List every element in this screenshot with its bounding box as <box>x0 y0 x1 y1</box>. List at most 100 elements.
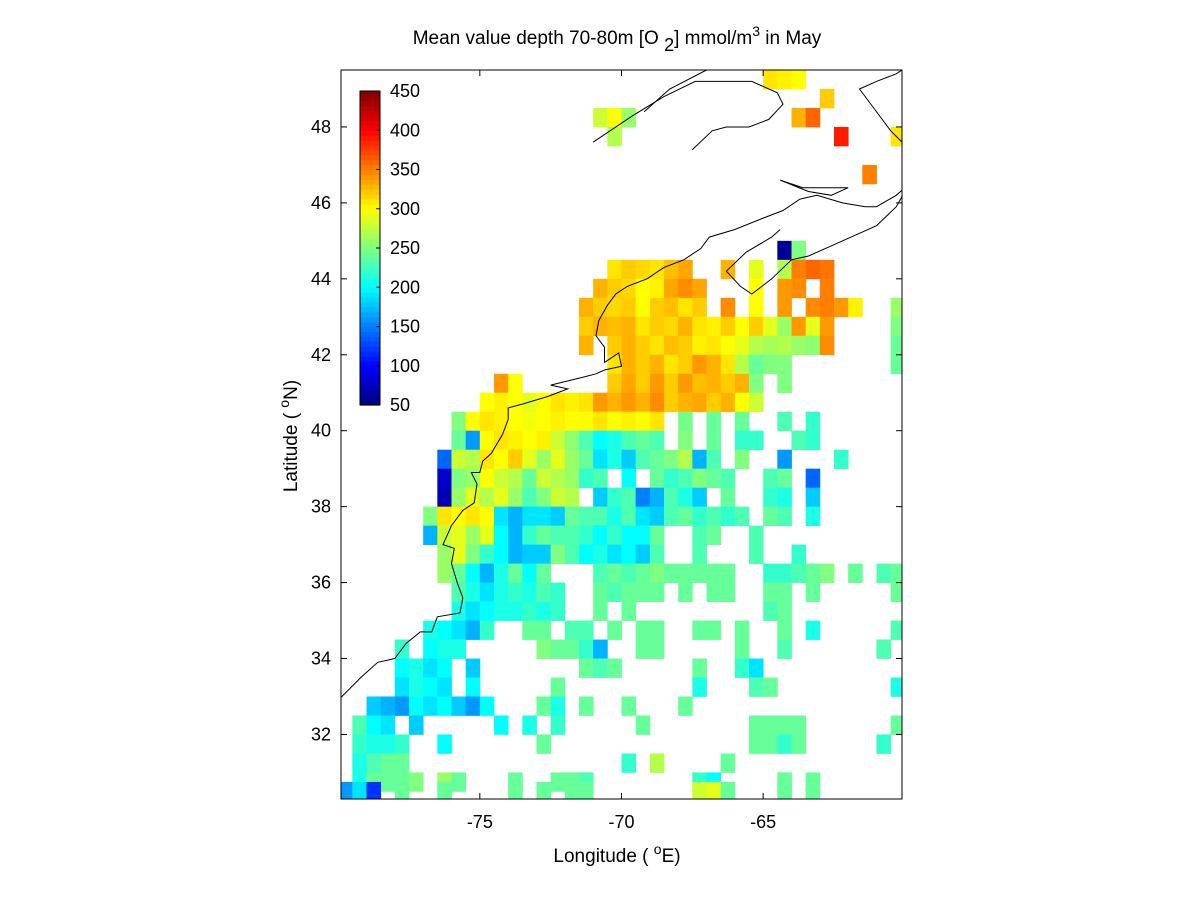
heatmap-cell <box>522 430 537 451</box>
heatmap-cell <box>607 354 622 375</box>
heatmap-cell <box>763 715 778 735</box>
colorbar-swatch <box>360 208 380 215</box>
heatmap-cell <box>621 411 637 432</box>
heatmap-cell <box>522 411 537 432</box>
heatmap-cell <box>777 240 792 261</box>
title-text-part: Mean value depth 70-80m [O <box>413 28 664 49</box>
heatmap-cell <box>607 563 622 583</box>
heatmap-cell <box>692 525 707 546</box>
coastline-segment <box>592 80 784 151</box>
heatmap-cell <box>678 354 693 375</box>
heatmap-cell <box>508 487 523 508</box>
colorbar-swatch <box>360 252 380 259</box>
heatmap-cell <box>607 297 622 318</box>
heatmap-cell <box>607 278 622 299</box>
heatmap-cell <box>834 297 849 318</box>
heatmap-cell <box>777 506 792 527</box>
heatmap-cell <box>522 525 537 546</box>
heatmap-cell <box>635 506 651 527</box>
heatmap-cell <box>706 506 722 527</box>
heatmap-cell <box>536 506 552 527</box>
heatmap-cell <box>437 449 452 470</box>
colorbar-swatch <box>360 321 380 328</box>
coastline-segment <box>643 70 708 113</box>
heatmap-cell <box>536 601 552 621</box>
heatmap-cell <box>678 373 693 394</box>
heatmap-cell <box>777 278 792 299</box>
heatmap-cell <box>635 620 651 640</box>
heatmap-cell <box>749 354 764 375</box>
colorbar-swatch <box>360 346 380 352</box>
colorbar-swatch <box>360 130 380 136</box>
heatmap-cell <box>621 449 637 470</box>
heatmap-cell <box>437 525 452 546</box>
heatmap-cell <box>536 525 552 546</box>
heatmap-cell <box>777 487 792 508</box>
heatmap-cell <box>749 259 764 280</box>
heatmap-cell <box>508 449 523 470</box>
heatmap-cell <box>720 297 736 318</box>
heatmap-cell <box>394 781 410 799</box>
heatmap-cell <box>536 411 552 432</box>
heatmap-cell <box>664 335 679 356</box>
heatmap-cell <box>720 487 736 508</box>
heatmap-cell <box>621 753 637 773</box>
heatmap-cell <box>678 430 693 451</box>
heatmap-cell <box>763 354 778 375</box>
title-superscript: 3 <box>752 23 760 39</box>
heatmap-cell <box>763 468 778 489</box>
heatmap-cell <box>437 781 452 799</box>
heatmap-cell <box>607 430 622 451</box>
x-tick-label: -65 <box>750 812 776 832</box>
colorbar-swatch <box>360 198 380 205</box>
heatmap-cell <box>479 487 495 508</box>
heatmap-cell <box>706 411 722 432</box>
heatmap-cell <box>607 449 622 470</box>
heatmap-cell <box>593 278 608 299</box>
heatmap-cell <box>621 468 637 489</box>
heatmap-cell <box>890 620 902 640</box>
heatmap-cell <box>579 335 594 356</box>
heatmap-cell <box>706 620 722 640</box>
heatmap-cell <box>777 373 792 394</box>
heatmap-cell <box>734 639 750 659</box>
heatmap-cell <box>522 544 537 564</box>
colorbar-swatch <box>360 287 380 293</box>
heatmap-cell <box>706 316 722 337</box>
heatmap-cell <box>607 506 622 527</box>
heatmap-cell <box>777 781 792 799</box>
heatmap-cell <box>409 772 424 792</box>
colorbar-swatch <box>360 184 380 190</box>
x-axis-label: Longitude ( oE) <box>553 841 680 867</box>
heatmap-cell <box>579 468 594 489</box>
heatmap-cell <box>664 392 679 413</box>
heatmap-cell <box>777 582 792 602</box>
heatmap-cell <box>465 468 481 489</box>
heatmap-cell <box>664 354 679 375</box>
colorbar-swatch <box>360 243 380 249</box>
heatmap-cell <box>692 468 707 489</box>
heatmap-cell <box>621 582 637 602</box>
heatmap-cell <box>834 126 849 147</box>
heatmap-cell <box>664 316 679 337</box>
heatmap-cell <box>550 544 566 564</box>
heatmap-cell <box>380 772 396 792</box>
heatmap-cell <box>479 411 495 432</box>
colorbar-swatch <box>360 115 380 122</box>
heatmap-cell <box>479 696 495 716</box>
colorbar-swatch <box>360 341 380 347</box>
heatmap-cell <box>451 487 467 508</box>
heatmap-cell <box>692 373 707 394</box>
heatmap-cell <box>791 335 807 356</box>
x-tick-label: -70 <box>608 812 634 832</box>
heatmap-cell <box>494 373 509 394</box>
heatmap-cell <box>451 696 467 716</box>
heatmap-cell <box>649 525 665 546</box>
heatmap-cell <box>692 335 707 356</box>
colorbar: 50 100 150 200 250 300 350 400 450 <box>357 81 435 415</box>
heatmap-cell <box>508 468 523 489</box>
heatmap-cell <box>607 259 622 280</box>
heatmap-cell <box>777 335 792 356</box>
heatmap-cell <box>423 658 438 678</box>
